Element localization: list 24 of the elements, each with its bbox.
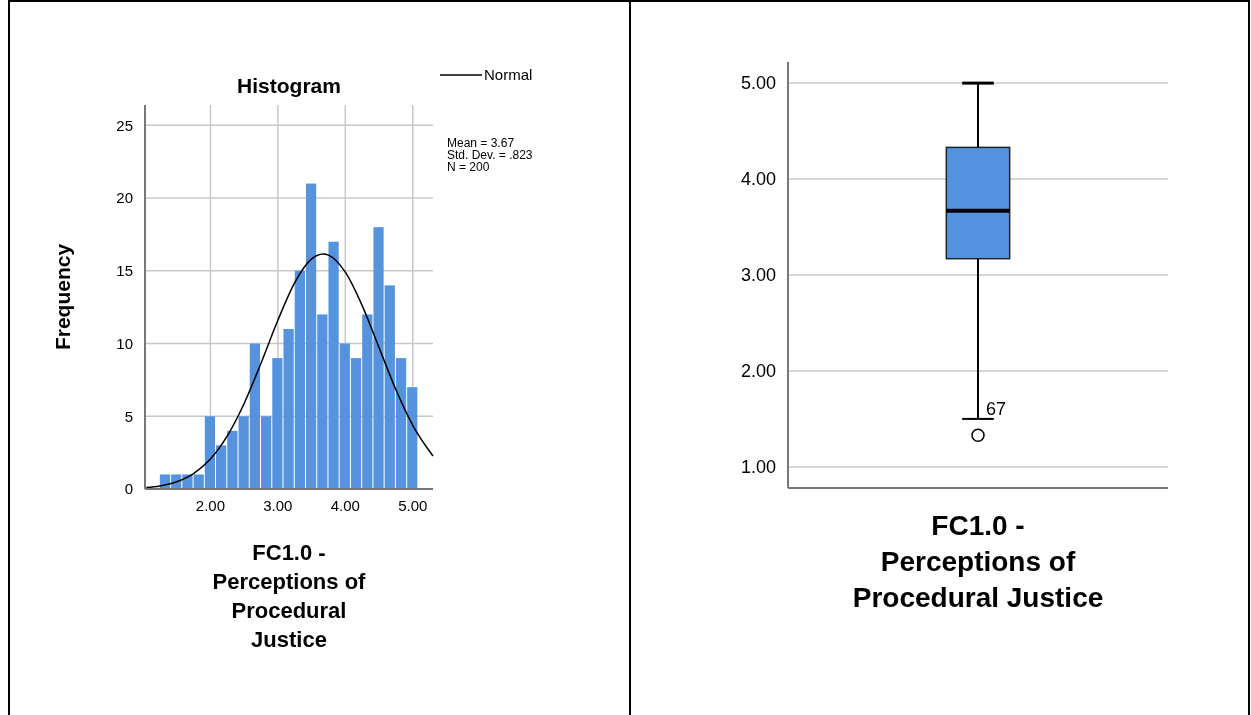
y-tick-label: 20 [116, 189, 133, 207]
y-tick-label: 10 [116, 334, 133, 352]
chart-title: Histogram [237, 74, 341, 97]
y-tick-label: 3.00 [740, 265, 776, 286]
text: Mean = 3.67 [447, 136, 515, 150]
y-tick-label: 5.00 [740, 73, 776, 94]
x-tick-label: 5.00 [398, 497, 428, 514]
legend-label: Normal [484, 66, 533, 84]
x-tick-label: 2.00 [195, 497, 226, 514]
y-axis-title: Frequency [51, 243, 74, 351]
x-tick-label: 3.00 [263, 497, 293, 514]
y-tick-label: 2.00 [740, 361, 776, 382]
y-tick-label: 5 [124, 407, 133, 425]
y-tick-label: 0 [124, 480, 133, 498]
y-tick-label: 1.00 [740, 457, 776, 478]
y-tick-label: 4.00 [740, 169, 776, 190]
x-axis-title: FC1.0 - Perceptions of Procedural Justice [212, 540, 367, 652]
x-axis-title: FC1.0 - Perceptions of Procedural Justice [852, 510, 1104, 613]
text: Std. Dev. = .823 [447, 148, 533, 162]
text: N = 200 [447, 160, 490, 174]
x-tick-label: 4.00 [330, 497, 360, 514]
y-tick-label: 15 [116, 262, 133, 280]
y-tick-label: 25 [116, 116, 133, 134]
annotation: 67 [986, 399, 1007, 420]
